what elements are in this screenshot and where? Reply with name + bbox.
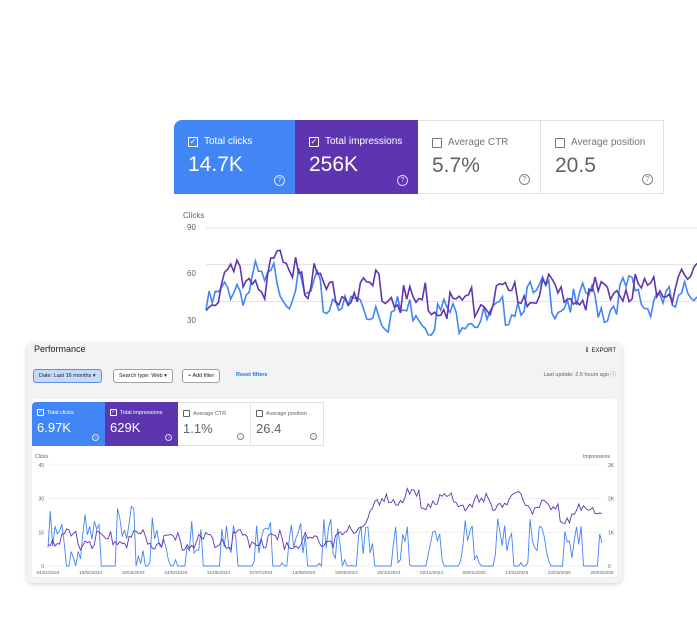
help-icon[interactable]: ? — [397, 175, 408, 186]
checkbox-unchecked-icon[interactable] — [256, 410, 263, 417]
checkbox-checked-icon[interactable]: ✓ — [110, 409, 117, 416]
help-icon[interactable]: ? — [310, 433, 317, 440]
right-axis-label: Impressions — [583, 454, 610, 460]
x-tick-label: 14/02/2025 — [505, 570, 528, 575]
x-tick-label: 02/12/2024 — [420, 570, 443, 575]
metric-label: Average position — [571, 137, 646, 148]
x-tick-label: 23/03/2025 — [548, 570, 571, 575]
checkbox-checked-icon[interactable]: ✓ — [188, 136, 198, 147]
metric-value: 5.7% — [432, 154, 480, 177]
metric-total-impressions[interactable]: ✓ Total impressions 629K ? — [105, 402, 178, 446]
metric-value: 1.1% — [183, 421, 213, 436]
metric-label: Total impressions — [120, 409, 163, 416]
left-axis-label: Clicks — [35, 454, 49, 460]
dropdown-arrow-icon: ▾ — [92, 373, 96, 379]
x-tick-label: 07/07/2024 — [250, 570, 273, 575]
chart-axis-label: Clicks — [183, 211, 205, 220]
x-tick-label: 31/05/2024 — [207, 570, 230, 575]
help-icon[interactable]: ⓘ — [610, 372, 616, 378]
y2-tick-label: 2K — [608, 497, 615, 503]
y-tick: 90 — [187, 223, 196, 232]
y-tick: 30 — [187, 316, 196, 325]
back-performance-chart — [205, 227, 697, 336]
metric-average-ctr[interactable]: Average CTR 5.7% ? — [418, 120, 541, 194]
x-tick-label: 26/10/2024 — [377, 570, 400, 575]
metric-label: Average CTR — [448, 137, 509, 148]
x-tick-label: 08/01/2025 — [463, 570, 486, 575]
metric-value: 6.97K — [37, 420, 71, 435]
x-tick-label: 24/04/2024 — [164, 570, 187, 575]
export-button[interactable]: ⭳ EXPORT — [586, 344, 616, 358]
help-icon[interactable]: ? — [642, 174, 653, 185]
x-tick-label: 04/01/2024 — [37, 570, 60, 575]
metric-total-impressions[interactable]: ✓ Total impressions 256K ? — [295, 120, 418, 194]
front-performance-card: Performance ⭳ EXPORT Date: Last 16 month… — [27, 343, 622, 583]
last-update-text: Last update: 2.5 hours ago ⓘ — [544, 369, 617, 381]
metric-value: 629K — [110, 420, 141, 435]
metric-average-position[interactable]: Average position 20.5 ? — [541, 120, 664, 194]
metric-total-clicks[interactable]: ✓ Total clicks 6.97K ? — [32, 402, 105, 446]
y-tick-label: 0 — [41, 564, 44, 570]
checkbox-checked-icon[interactable]: ✓ — [37, 409, 44, 416]
x-tick-label: 29/04/2025 — [591, 570, 614, 575]
clicks-series-line — [205, 258, 697, 336]
last-update-label: Last update: 2.5 hours ago — [543, 372, 609, 378]
checkbox-unchecked-icon[interactable] — [183, 410, 190, 417]
x-tick-label: 13/08/2024 — [292, 570, 315, 575]
metric-label: Total clicks — [47, 409, 74, 416]
metric-average-position[interactable]: Average position 26.4 ? — [251, 402, 324, 446]
y2-tick-label: 1K — [608, 530, 615, 536]
metric-value: 20.5 — [555, 154, 596, 177]
y2-tick-label: 3K — [608, 463, 615, 469]
y-tick-label: 30 — [38, 497, 44, 503]
x-tick-label: 19/09/2024 — [335, 570, 358, 575]
filter-bar: Date: Last 16 months ▾ Search type: Web … — [33, 369, 616, 383]
impressions-series-line — [47, 487, 603, 552]
metric-label: Average CTR — [193, 410, 227, 417]
help-icon[interactable]: ? — [519, 174, 530, 185]
search-type-label: Search type: Web — [119, 373, 163, 379]
y2-tick-label: 0 — [608, 564, 611, 570]
back-performance-card: ✓ Total clicks 14.7K ? ✓ Total impressions… — [174, 120, 697, 360]
y-tick: 60 — [187, 269, 196, 278]
metric-value: 26.4 — [256, 421, 282, 436]
metric-total-clicks[interactable]: ✓ Total clicks 14.7K ? — [174, 120, 295, 194]
metric-average-ctr[interactable]: Average CTR 1.1% ? — [178, 402, 251, 446]
checkbox-unchecked-icon[interactable] — [432, 137, 442, 148]
search-type-chip[interactable]: Search type: Web ▾ — [113, 369, 173, 383]
page-title: Performance — [34, 344, 86, 354]
clicks-series-line — [47, 505, 603, 568]
help-icon[interactable]: ? — [237, 433, 244, 440]
help-icon[interactable]: ? — [274, 175, 285, 186]
plus-icon: + — [188, 373, 192, 379]
impressions-series-line — [205, 249, 697, 320]
dropdown-arrow-icon: ▾ — [164, 373, 167, 379]
checkbox-checked-icon[interactable]: ✓ — [309, 136, 319, 147]
date-filter-label: Date: Last 16 months — [39, 373, 92, 379]
front-metrics-panel: ✓ Total clicks 6.97K ? ✓ Total impressions… — [32, 399, 617, 577]
x-tick-label: 18/03/2024 — [122, 570, 145, 575]
y-tick-label: 45 — [38, 463, 44, 469]
metric-label: Total clicks — [204, 136, 253, 147]
help-icon[interactable]: ? — [165, 434, 172, 441]
add-filter-button[interactable]: + Add filter — [182, 369, 221, 383]
metric-label: Total impressions — [325, 136, 403, 147]
checkbox-unchecked-icon[interactable] — [555, 137, 565, 148]
metric-value: 256K — [309, 153, 359, 176]
x-tick-label: 16/02/2024 — [79, 570, 102, 575]
y-tick-label: 15 — [38, 530, 44, 536]
metric-value: 14.7K — [188, 153, 243, 176]
reset-filters-link[interactable]: Reset filters — [236, 372, 268, 378]
add-filter-label: Add filter — [192, 373, 215, 379]
date-filter-chip[interactable]: Date: Last 16 months ▾ — [33, 369, 102, 383]
metric-label: Average position — [266, 410, 307, 417]
help-icon[interactable]: ? — [92, 434, 99, 441]
download-icon: ⭳ — [585, 345, 589, 354]
export-label: EXPORT — [591, 348, 616, 354]
